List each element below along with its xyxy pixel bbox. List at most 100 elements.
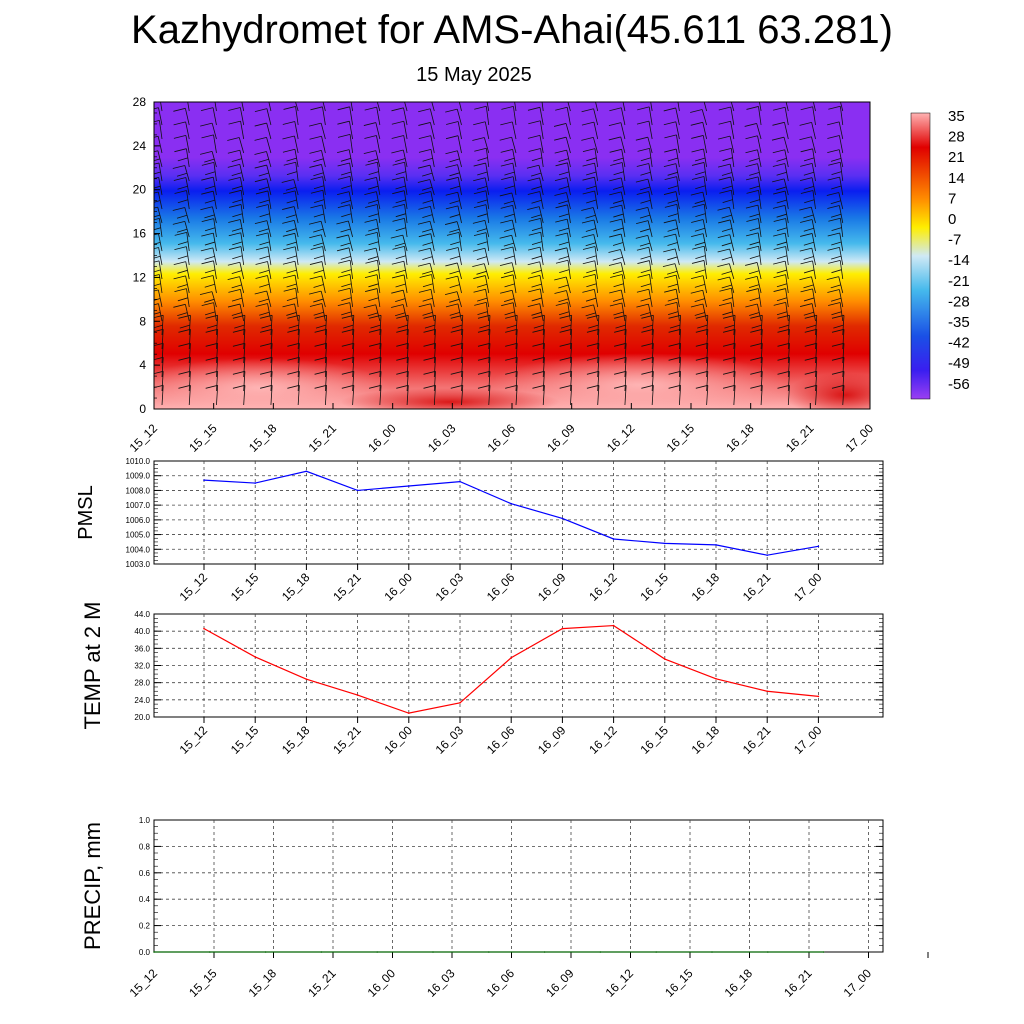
wind-barb-flag [254, 290, 267, 295]
wind-barb-flag [418, 233, 431, 238]
wind-barb-flag [744, 123, 757, 127]
wind-barb-flag [479, 324, 490, 329]
wind-barb-flag [259, 269, 270, 274]
wind-barb-flag [746, 93, 758, 96]
wind-barb [676, 134, 680, 154]
wind-barb-flag [313, 242, 324, 247]
wind-barb-flag [641, 328, 654, 333]
wind-barb-flag [722, 370, 736, 375]
wind-barb-flag [555, 106, 568, 111]
data-point [459, 702, 461, 704]
wind-barb-flag [640, 157, 651, 162]
wind-barb [702, 233, 708, 252]
x-tick-label: 16_21 [740, 570, 774, 604]
wind-barb [211, 123, 217, 140]
wind-barb-flag [287, 356, 300, 361]
wind-barb-flag [610, 162, 623, 166]
wind-barb-flag [803, 284, 814, 289]
wind-barb [512, 163, 517, 182]
wind-barb-flag [663, 121, 676, 126]
wind-barb [541, 102, 544, 112]
wind-barb-flag [803, 241, 814, 246]
wind-barb-flag [504, 157, 515, 162]
wind-barb-flag [154, 342, 164, 347]
wind-barb-flag [424, 324, 436, 329]
wind-barb-flag [586, 255, 597, 260]
wind-barb [324, 343, 327, 364]
wind-barb-flag [749, 171, 760, 176]
wind-barb-flag [477, 199, 488, 204]
wind-barb-flag [721, 270, 732, 275]
wind-barb [431, 102, 435, 112]
wind-barb-flag [636, 163, 649, 167]
x-tick-label: 16_18 [722, 966, 756, 1000]
wind-barb-flag [450, 384, 463, 389]
wind-barb-flag [719, 147, 732, 152]
wind-barb-flag [612, 298, 624, 302]
wind-barb-flag [612, 200, 624, 204]
wind-barb [270, 329, 273, 350]
wind-barb-flag [668, 213, 679, 218]
wind-barb-flag [586, 342, 600, 347]
wind-barb-flag [286, 157, 297, 162]
wind-barb-flag [154, 311, 161, 315]
wind-barb-flag [531, 311, 542, 316]
wind-barb-flag [581, 207, 594, 211]
wind-barb-flag [395, 227, 406, 232]
wind-barb-flag [586, 157, 597, 162]
wind-barb-flag [532, 370, 545, 375]
wind-barb-flag [450, 370, 463, 375]
wind-barb [649, 274, 653, 294]
wind-barb [238, 137, 245, 154]
wind-barb [706, 357, 709, 378]
wind-barb-flag [803, 185, 814, 190]
wind-barb-flag [309, 261, 323, 265]
wind-barb-flag [528, 148, 541, 152]
wind-barb-flag [745, 303, 758, 308]
wind-barb-flag [664, 274, 677, 279]
x-tick-label: 15_18 [246, 421, 280, 455]
wind-barb-flag [694, 157, 706, 162]
wind-barb [592, 137, 599, 154]
wind-barb [702, 303, 708, 322]
wind-barb-flag [778, 324, 790, 329]
wind-barb-flag [639, 242, 651, 247]
y-tick-label: 28 [133, 95, 147, 109]
wind-barb [212, 107, 217, 126]
wind-barb [570, 371, 573, 392]
x-tick-label: 16_00 [381, 570, 415, 604]
x-tick-label: 16_06 [484, 723, 518, 757]
wind-barb-flag [531, 255, 542, 260]
wind-barb-flag [773, 106, 786, 111]
wind-barb [594, 246, 599, 266]
wind-barb [240, 121, 245, 140]
wind-barb-flag [558, 158, 569, 162]
wind-barb-flag [368, 241, 379, 246]
colorbar-label: 28 [948, 129, 965, 146]
wind-barb [379, 385, 382, 406]
x-tick-label: 15_15 [186, 966, 220, 1000]
wind-barb [322, 102, 326, 112]
colorbar-label: -42 [948, 335, 970, 352]
wind-barb [706, 385, 709, 406]
wind-barb-flag [745, 275, 758, 280]
wind-barb-flag [286, 297, 298, 302]
colorbar-label: -14 [948, 252, 970, 269]
wind-barb-flag [528, 231, 541, 236]
wind-barb-flag [417, 220, 431, 225]
wind-barb [433, 385, 436, 406]
wind-barb-flag [201, 176, 214, 181]
wind-barb-flag [391, 304, 404, 308]
wind-barb-flag [527, 246, 541, 251]
wind-barb [621, 149, 626, 168]
wind-barb-flag [260, 370, 273, 375]
wind-barb-flag [364, 218, 377, 223]
wind-barb-flag [309, 290, 322, 295]
wind-barb [651, 343, 654, 364]
warm-region [490, 353, 790, 409]
wind-barb-flag [337, 149, 350, 154]
wind-barb-flag [228, 107, 241, 111]
wind-barb-flag [609, 204, 622, 209]
wind-barb-flag [232, 213, 243, 218]
wind-barb-flag [472, 263, 485, 268]
